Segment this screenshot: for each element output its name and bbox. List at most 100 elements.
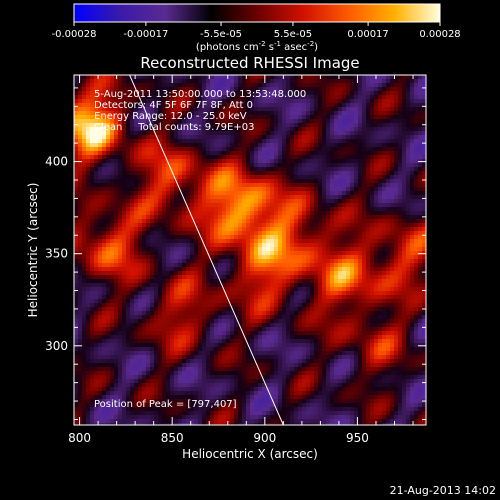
heatmap-cell	[418, 83, 423, 88]
heatmap-cell	[222, 79, 227, 84]
heatmap-cell	[170, 267, 175, 272]
heatmap-cell	[234, 183, 239, 188]
heatmap-cell	[354, 263, 359, 268]
heatmap-cell	[266, 127, 271, 132]
heatmap-cell	[306, 147, 311, 152]
heatmap-cell	[314, 83, 319, 88]
heatmap-cell	[178, 95, 183, 100]
heatmap-cell	[346, 227, 351, 232]
heatmap-cell	[310, 219, 315, 224]
heatmap-cell	[122, 299, 127, 304]
heatmap-cell	[238, 111, 243, 116]
heatmap-cell	[154, 215, 159, 220]
heatmap-cell	[266, 91, 271, 96]
heatmap-cell	[98, 247, 103, 252]
heatmap-cell	[406, 79, 411, 84]
heatmap-cell	[282, 155, 287, 160]
heatmap-cell	[146, 163, 151, 168]
heatmap-cell	[334, 223, 339, 228]
heatmap-cell	[370, 143, 375, 148]
heatmap-cell	[330, 287, 335, 292]
heatmap-cell	[410, 95, 415, 100]
heatmap-cell	[114, 107, 119, 112]
heatmap-cell	[402, 139, 407, 144]
heatmap-cell	[150, 251, 155, 256]
heatmap-cell	[106, 139, 111, 144]
heatmap-cell	[342, 83, 347, 88]
heatmap-cell	[90, 123, 95, 128]
heatmap-cell	[110, 87, 115, 92]
heatmap-cell	[90, 255, 95, 260]
heatmap-cell	[306, 115, 311, 120]
heatmap-cell	[410, 215, 415, 220]
heatmap-cell	[342, 147, 347, 152]
heatmap-cell	[418, 203, 423, 208]
heatmap-cell	[170, 163, 175, 168]
heatmap-cell	[294, 151, 299, 156]
heatmap-cell	[266, 107, 271, 112]
heatmap-cell	[298, 199, 303, 204]
heatmap-cell	[402, 131, 407, 136]
heatmap-cell	[218, 135, 223, 140]
heatmap-cell	[214, 119, 219, 124]
heatmap-cell	[298, 155, 303, 160]
heatmap-cell	[122, 159, 127, 164]
heatmap-cell	[126, 267, 131, 272]
heatmap-cell	[254, 187, 259, 192]
heatmap-cell	[142, 123, 147, 128]
heatmap-cell	[278, 151, 283, 156]
heatmap-cell	[106, 263, 111, 268]
heatmap-cell	[214, 219, 219, 224]
heatmap-cell	[90, 195, 95, 200]
heatmap-cell	[146, 75, 151, 80]
heatmap-cell	[86, 75, 91, 80]
heatmap-cell	[170, 159, 175, 164]
heatmap-cell	[106, 103, 111, 108]
heatmap-cell	[138, 247, 143, 252]
heatmap-cell	[306, 291, 311, 296]
heatmap-cell	[358, 151, 363, 156]
heatmap-cell	[290, 231, 295, 236]
heatmap-cell	[94, 119, 99, 124]
heatmap-cell	[206, 79, 211, 84]
heatmap-cell	[370, 123, 375, 128]
heatmap-cell	[178, 175, 183, 180]
heatmap-cell	[150, 215, 155, 220]
heatmap-cell	[150, 119, 155, 124]
heatmap-cell	[374, 107, 379, 112]
heatmap-cell	[86, 279, 91, 284]
heatmap-cell	[86, 135, 91, 140]
heatmap-cell	[342, 183, 347, 188]
heatmap-cell	[354, 87, 359, 92]
heatmap-cell	[310, 191, 315, 196]
heatmap-cell	[350, 175, 355, 180]
heatmap-cell	[258, 127, 263, 132]
heatmap-cell	[102, 127, 107, 132]
heatmap-cell	[310, 207, 315, 212]
heatmap-cell	[142, 159, 147, 164]
heatmap-cell	[254, 255, 259, 260]
heatmap-cell	[82, 295, 87, 300]
heatmap-cell	[330, 219, 335, 224]
heatmap-cell	[206, 259, 211, 264]
heatmap-cell	[350, 147, 355, 152]
heatmap-cell	[182, 295, 187, 300]
heatmap-cell	[346, 79, 351, 84]
heatmap-cell	[266, 171, 271, 176]
heatmap-cell	[186, 227, 191, 232]
heatmap-cell	[114, 287, 119, 292]
heatmap-cell	[398, 191, 403, 196]
heatmap-cell	[326, 259, 331, 264]
heatmap-cell	[90, 91, 95, 96]
heatmap-cell	[86, 271, 91, 276]
heatmap-cell	[290, 91, 295, 96]
heatmap-cell	[134, 151, 139, 156]
heatmap-cell	[366, 243, 371, 248]
heatmap-cell	[246, 175, 251, 180]
heatmap-cell	[398, 115, 403, 120]
heatmap-cell	[362, 199, 367, 204]
heatmap-cell	[202, 131, 207, 136]
heatmap-cell	[246, 99, 251, 104]
heatmap-cell	[270, 263, 275, 268]
heatmap-cell	[394, 287, 399, 292]
